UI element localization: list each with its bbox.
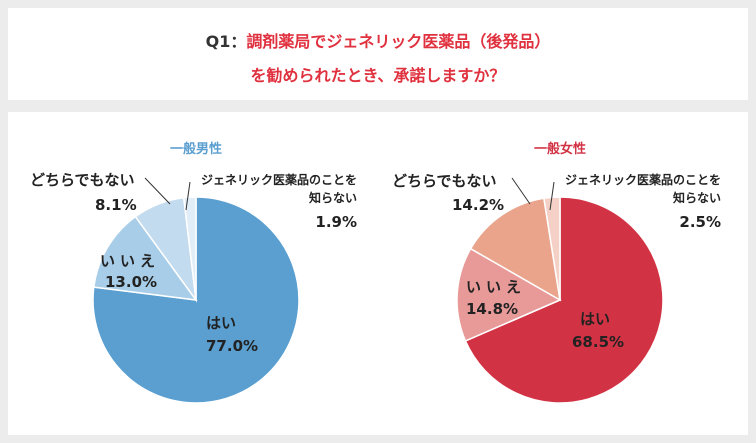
category-label: どちらでもない [30, 171, 135, 189]
category-label: いいえ [466, 278, 527, 296]
value-label: 14.8% [466, 300, 519, 318]
header-box [8, 8, 748, 100]
question-line-2: を勧められたとき、承諾しますか？ [250, 66, 506, 85]
question-number: Q1 [205, 32, 231, 51]
leader-line [549, 181, 555, 211]
value-label: 2.5% [679, 213, 721, 231]
pie-slice [182, 196, 197, 301]
value-label: 13.0% [105, 273, 158, 291]
question-separator: ： [230, 32, 247, 51]
category-label: はい [580, 310, 611, 328]
category-label: いいえ [100, 252, 161, 270]
pie-slice [464, 196, 664, 404]
pie-slice [92, 215, 198, 301]
question-line-1: Q1：調剤薬局でジェネリック医薬品（後発品） [8, 28, 748, 52]
value-label: 8.1% [95, 196, 137, 214]
value-label: 1.9% [315, 213, 357, 231]
value-label: 14.2% [452, 196, 505, 214]
value-label: 77.0% [206, 337, 259, 355]
leader-line [185, 181, 191, 211]
chart-title: 一般男性 [170, 141, 222, 157]
leader-line [144, 177, 171, 205]
question-text: 調剤薬局でジェネリック医薬品（後発品） [246, 32, 551, 51]
category-label: ジェネリック医薬品のことを知らない [564, 173, 721, 205]
value-label: 68.5% [572, 333, 625, 351]
category-label: ジェネリック医薬品のことを知らない [200, 173, 357, 205]
leader-line [511, 177, 531, 205]
pie-slice [469, 197, 561, 302]
chart-title: 一般女性 [534, 141, 586, 157]
pie-slice [456, 247, 562, 342]
category-label: どちらでもない [392, 172, 497, 190]
category-label: はい [206, 314, 237, 332]
